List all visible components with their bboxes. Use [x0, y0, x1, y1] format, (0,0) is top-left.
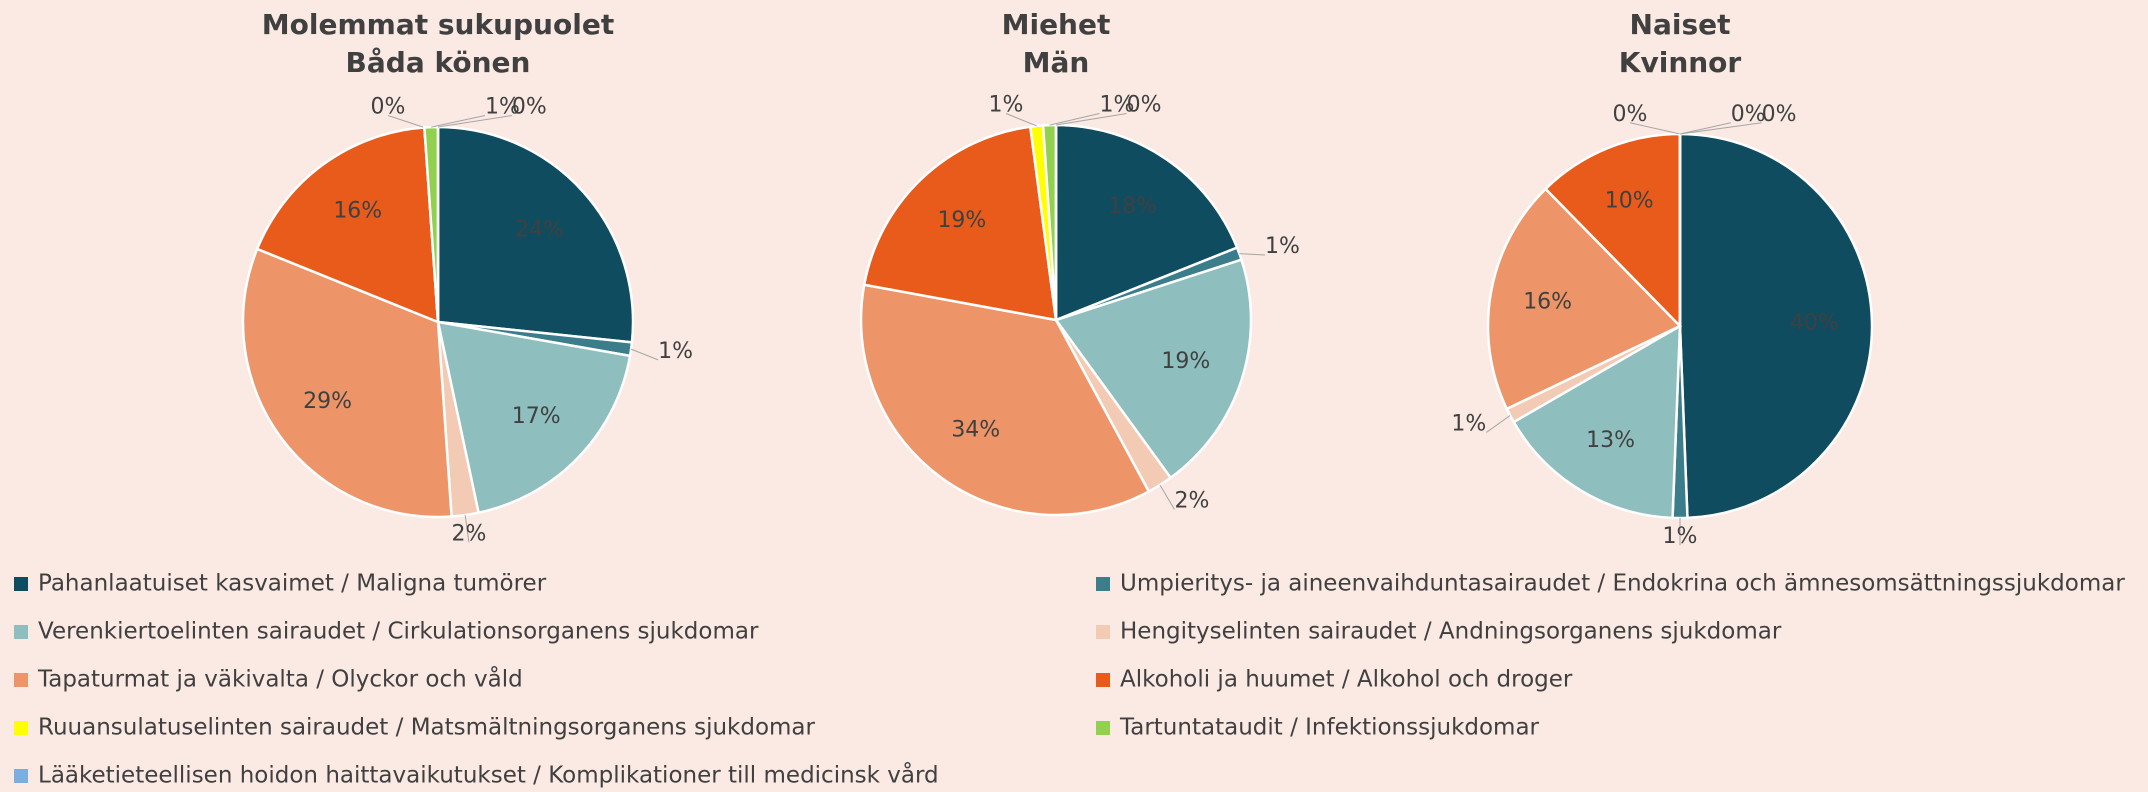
leader-line [1486, 415, 1511, 433]
legend-label: Verenkiertoelinten sairaudet / Cirkulati… [38, 619, 759, 645]
leader-line [1679, 122, 1731, 135]
chart-title: Molemmat sukupuolet [262, 8, 614, 41]
leader-line [431, 115, 486, 128]
data-label: 2% [1174, 488, 1209, 513]
legend-swatch [14, 769, 28, 783]
leader-line [1049, 113, 1100, 126]
legend-swatch [14, 625, 28, 639]
data-label: 16% [1523, 290, 1572, 315]
data-label: 34% [951, 417, 1000, 442]
legend-swatch [1096, 721, 1110, 735]
chart-title: Båda könen [346, 46, 531, 79]
data-label: 1% [658, 339, 693, 364]
legend-swatch [1096, 577, 1110, 591]
pie-slice [1512, 323, 1682, 520]
pie-slice [436, 320, 632, 515]
chart-title: Män [1023, 46, 1090, 79]
pie-chart: Molemmat sukupuolet Båda könen 24% 1% 17% 2% 2… [241, 8, 693, 546]
leader-line [437, 115, 512, 128]
chart-title: Kvinnor [1619, 46, 1742, 79]
leader-line [1159, 484, 1175, 510]
data-label: 1% [1663, 524, 1698, 549]
legend-label: Alkoholi ja huumet / Alkohol och droger [1120, 667, 1573, 693]
pie-slice [436, 125, 635, 344]
legend-label: Lääketieteellisen hoidon haittavaikutuks… [38, 761, 939, 789]
pie-slice [862, 125, 1058, 322]
legend-swatch [14, 673, 28, 687]
data-label: 0% [1613, 102, 1648, 127]
data-label: 24% [515, 218, 564, 243]
data-label: 13% [1586, 428, 1635, 453]
pie-slice [241, 247, 453, 519]
data-label: 1% [485, 95, 520, 120]
leader-line [1629, 122, 1681, 135]
data-label: 0% [371, 95, 406, 120]
legend-label: Tapaturmat ja väkivalta / Olyckor och vå… [37, 665, 523, 693]
data-label: 10% [1605, 189, 1654, 214]
pie-slice [1053, 258, 1253, 480]
data-label: 2% [451, 521, 486, 546]
data-label: 40% [1790, 310, 1839, 335]
chart-title: Miehet [1002, 8, 1111, 41]
leader-line [1055, 113, 1127, 126]
pie-slice [255, 126, 440, 324]
legend-swatch [14, 577, 28, 591]
leader-line [1679, 122, 1762, 135]
data-label: 0% [512, 95, 547, 120]
pie-slice [859, 283, 1151, 517]
leader-line [1239, 253, 1266, 256]
data-label: 1% [989, 93, 1024, 118]
legend-label: Tartuntataudit / Infektionssjukdomar [1119, 715, 1540, 741]
data-label: 19% [937, 208, 986, 233]
leader-line [630, 348, 659, 361]
legend-swatch [1096, 673, 1110, 687]
data-label: 16% [333, 199, 382, 224]
legend: Pahanlaatuiset kasvaimet / Maligna tumör… [14, 571, 2125, 789]
legend-swatch [1096, 625, 1110, 639]
pie-slice [1678, 132, 1874, 520]
leader-line [387, 115, 425, 128]
data-label: 29% [303, 389, 352, 414]
data-label: 1% [1451, 411, 1486, 436]
data-label: 19% [1161, 349, 1210, 374]
pie-slice [1543, 132, 1682, 330]
data-label: 0% [1762, 102, 1797, 127]
legend-swatch [14, 721, 28, 735]
data-label: 1% [1100, 93, 1135, 118]
chart-title: Naiset [1630, 8, 1731, 41]
data-label: 17% [512, 404, 561, 429]
pie-slice [1054, 123, 1239, 322]
legend-label: Ruuansulatuselinten sairaudet / Matsmält… [38, 715, 816, 741]
leader-line [1005, 113, 1037, 127]
data-label: 18% [1108, 194, 1157, 219]
leader-line [464, 515, 470, 543]
data-label: 1% [1265, 234, 1300, 259]
data-label: 0% [1127, 93, 1162, 118]
legend-label: Hengityselinten sairaudet / Andningsorga… [1120, 619, 1782, 645]
legend-label: Umpieritys- ja aineenvaihduntasairaudet … [1120, 571, 2125, 597]
legend-label: Pahanlaatuiset kasvaimet / Maligna tumör… [38, 571, 547, 597]
pie-slice [1486, 187, 1683, 411]
